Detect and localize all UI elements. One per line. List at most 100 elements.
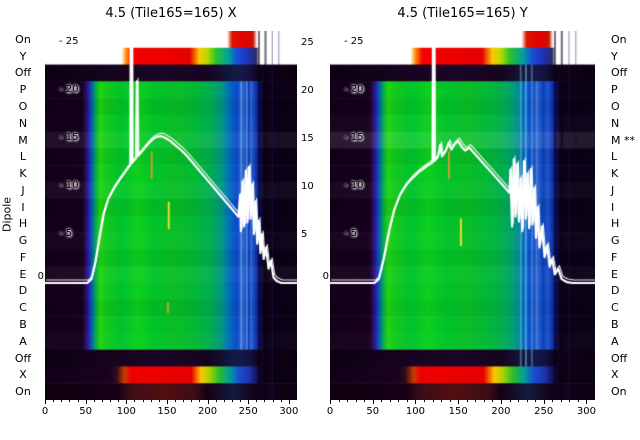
- y-tick-label: - 25: [344, 36, 364, 47]
- x-minor-tick-mark: [569, 400, 571, 402]
- x-tick-label: 150: [448, 406, 468, 417]
- y-tick-label: 0: [322, 271, 329, 282]
- dipole-row-label-left: O: [18, 99, 28, 113]
- x-minor-tick-mark: [338, 400, 340, 402]
- x-tick-mark: [126, 400, 128, 404]
- dipole-row-label-right: P: [611, 83, 618, 97]
- x-minor-tick-mark: [441, 400, 443, 402]
- dipole-row-label-right: J: [611, 183, 615, 197]
- panel-x-title: 4.5 (Tile165=165) X: [105, 6, 237, 21]
- x-tick-mark: [415, 400, 417, 404]
- x-minor-tick-mark: [466, 400, 468, 402]
- x-minor-tick-mark: [560, 400, 562, 402]
- x-minor-tick-mark: [231, 400, 233, 402]
- x-tick-mark: [45, 400, 46, 404]
- x-minor-tick-mark: [398, 400, 400, 402]
- x-tick-label: 200: [491, 406, 511, 417]
- dipole-row-label-left: On: [15, 32, 31, 46]
- y-tick-label-right: 10: [301, 181, 314, 192]
- dipole-row-label-right: Off: [611, 66, 628, 80]
- dipole-row-label-left: I: [21, 200, 25, 214]
- x-minor-tick-mark: [526, 400, 528, 402]
- dipole-row-label-right: Y: [611, 49, 618, 63]
- x-tick-label: 300: [279, 406, 299, 417]
- dipole-row-label-left: M: [18, 133, 28, 147]
- x-tick-mark: [543, 400, 545, 404]
- x-tick-label: 0: [326, 406, 334, 417]
- dipole-row-label-right: M **: [611, 133, 635, 147]
- dipole-row-label-left: A: [19, 334, 27, 348]
- x-minor-tick-mark: [424, 400, 426, 402]
- dipole-row-label-right: N: [611, 116, 620, 130]
- dipole-row-label-left: Off: [14, 351, 32, 365]
- dipole-row-label-right: X: [611, 368, 619, 382]
- x-tick-label: 150: [157, 406, 177, 417]
- x-tick-label: 100: [405, 406, 426, 417]
- x-minor-tick-mark: [432, 400, 434, 402]
- dipole-row-label-left: J: [21, 183, 25, 197]
- y-tick-label: - 10: [59, 180, 79, 191]
- dipole-row-label-left: Off: [14, 66, 32, 80]
- dipole-row-label-right: Off: [611, 351, 628, 365]
- x-minor-tick-mark: [449, 400, 451, 402]
- x-minor-tick-mark: [223, 400, 225, 402]
- x-minor-tick-mark: [93, 400, 95, 402]
- dipole-row-label-right: B: [611, 318, 619, 332]
- x-minor-tick-mark: [142, 400, 144, 402]
- x-minor-tick-mark: [381, 400, 383, 402]
- x-tick-label: 200: [198, 406, 218, 417]
- x-minor-tick-mark: [61, 400, 63, 402]
- x-minor-tick-mark: [53, 400, 55, 402]
- x-minor-tick-mark: [492, 400, 494, 402]
- x-tick-mark: [166, 400, 168, 404]
- x-minor-tick-mark: [280, 400, 282, 402]
- x-minor-tick-mark: [101, 400, 103, 402]
- y-tick-label: - 20: [59, 84, 79, 95]
- dipole-row-label-right: A: [611, 334, 619, 348]
- x-tick-mark: [330, 400, 331, 404]
- x-minor-tick-mark: [475, 400, 477, 402]
- x-minor-tick-mark: [272, 400, 274, 402]
- x-minor-tick-mark: [199, 400, 201, 402]
- dipole-row-label-left: G: [18, 234, 28, 248]
- x-minor-tick-mark: [389, 400, 391, 402]
- dipole-row-label-left: H: [18, 217, 28, 231]
- x-tick-label: 250: [534, 406, 554, 417]
- x-tick-mark: [500, 400, 502, 404]
- x-minor-tick-mark: [134, 400, 136, 402]
- x-minor-tick-mark: [69, 400, 71, 402]
- y-tick-label: - 5: [344, 228, 358, 239]
- y-tick-label: - 25: [59, 36, 79, 47]
- x-minor-tick-mark: [535, 400, 537, 402]
- x-minor-tick-mark: [518, 400, 520, 402]
- dipole-row-label-left: Y: [19, 49, 27, 63]
- x-tick-label: 50: [366, 406, 380, 417]
- dipole-row-label-left: On: [15, 385, 31, 399]
- y-tick-label: - 20: [344, 84, 364, 95]
- x-minor-tick-mark: [364, 400, 366, 402]
- dipole-row-label-left: L: [19, 150, 27, 164]
- x-minor-tick-mark: [347, 400, 349, 402]
- x-tick-mark: [586, 400, 588, 404]
- x-minor-tick-mark: [355, 400, 357, 402]
- x-minor-tick-mark: [183, 400, 185, 402]
- dipole-row-label-left: P: [19, 83, 27, 97]
- x-tick-mark: [207, 400, 209, 404]
- dipole-row-label-right: C: [611, 301, 619, 315]
- x-tick-mark: [288, 400, 290, 404]
- dipole-row-label-left: C: [19, 301, 27, 315]
- dipole-row-label-left: K: [19, 167, 27, 181]
- x-tick-label: 50: [79, 406, 93, 417]
- x-minor-tick-mark: [240, 400, 242, 402]
- dipole-row-label-left: B: [19, 318, 27, 332]
- dipole-row-label-right: I: [611, 200, 615, 214]
- dipole-row-label-right: On: [611, 385, 627, 399]
- x-minor-tick-mark: [509, 400, 511, 402]
- x-minor-tick-mark: [483, 400, 485, 402]
- y-tick-label: 0: [37, 271, 44, 282]
- dipole-row-label-left: E: [19, 267, 27, 281]
- x-minor-tick-mark: [256, 400, 258, 402]
- x-tick-label: 300: [576, 406, 596, 417]
- x-minor-tick-mark: [77, 400, 79, 402]
- x-tick-mark: [85, 400, 87, 404]
